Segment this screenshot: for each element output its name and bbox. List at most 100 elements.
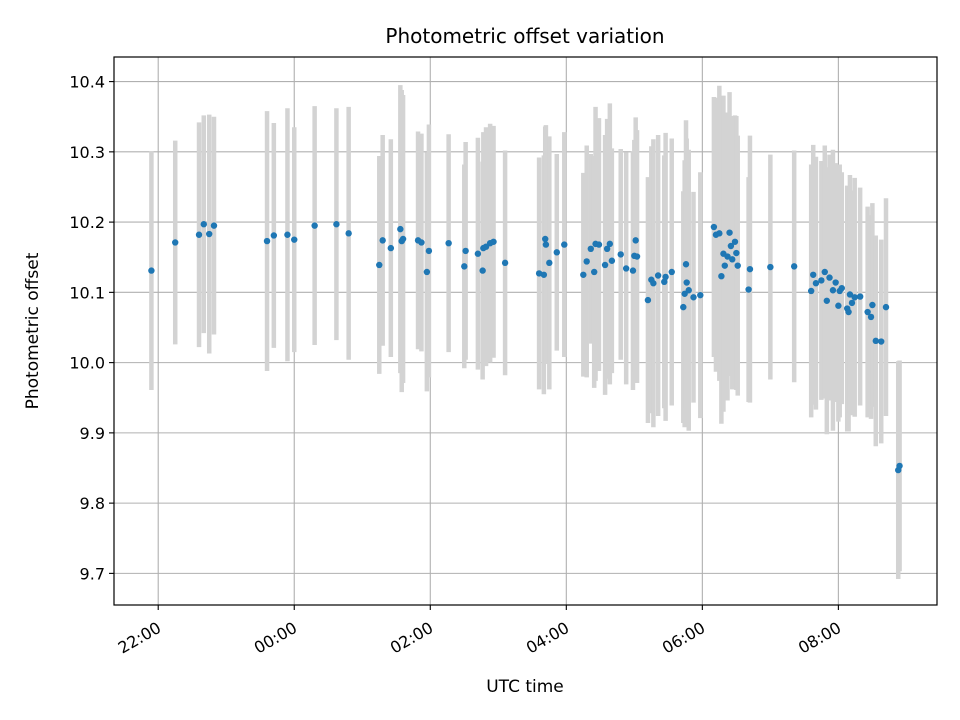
data-point: [399, 235, 407, 243]
chart-title: Photometric offset variation: [385, 24, 664, 48]
y-tick-label: 10.1: [69, 283, 105, 302]
data-point: [474, 250, 482, 257]
data-point: [580, 271, 587, 278]
x-tick-label: 04:00: [523, 618, 572, 658]
data-point: [617, 251, 624, 258]
data-point: [206, 230, 213, 238]
data-point: [540, 271, 548, 278]
data-point: [148, 267, 155, 274]
data-point: [425, 247, 433, 255]
y-tick-label: 10.0: [69, 354, 105, 373]
data-point: [872, 337, 879, 345]
data-point: [632, 237, 639, 244]
data-point: [724, 253, 731, 260]
data-point: [721, 262, 728, 269]
data-point: [846, 291, 854, 298]
x-tick-label: 06:00: [659, 618, 708, 658]
data-point: [650, 280, 657, 287]
data-point: [445, 239, 452, 247]
data-point: [790, 263, 798, 270]
data-point: [270, 232, 278, 239]
data-point: [501, 259, 509, 267]
y-tick-label: 9.9: [80, 424, 105, 443]
data-point: [716, 230, 723, 237]
data-point: [418, 239, 425, 246]
data-point: [845, 308, 852, 316]
data-point: [823, 297, 831, 304]
data-point: [682, 261, 690, 268]
data-point: [587, 245, 594, 252]
error-bars: [149, 85, 902, 580]
data-point: [680, 303, 687, 311]
data-point: [333, 221, 340, 228]
data-point: [546, 259, 553, 267]
data-point: [633, 253, 641, 260]
data-point: [867, 313, 875, 321]
data-point: [200, 221, 207, 228]
data-point: [835, 302, 842, 309]
data-point: [848, 299, 856, 307]
data-point: [726, 229, 733, 236]
data-point: [810, 271, 817, 278]
data-point: [727, 242, 735, 250]
data-point: [423, 268, 431, 276]
data-point: [710, 223, 718, 231]
x-tick-label: 08:00: [795, 618, 844, 658]
data-point: [729, 256, 736, 263]
data-point: [767, 263, 774, 271]
data-point: [662, 273, 669, 281]
data-point: [683, 279, 690, 286]
plot-frame: [113, 56, 938, 606]
data-point: [195, 231, 203, 238]
data-point: [807, 287, 815, 295]
data-point: [668, 268, 675, 276]
data-point: [376, 261, 383, 269]
x-tick-label: 02:00: [387, 618, 436, 658]
data-point: [542, 241, 550, 248]
data-point: [838, 284, 845, 292]
data-point: [731, 238, 739, 245]
data-point: [745, 286, 752, 293]
y-tick-label: 10.4: [69, 73, 105, 92]
data-point: [832, 279, 839, 286]
data-point: [878, 338, 885, 345]
x-axis: 22:00 00:00 02:00 04:00 06:00 08:00: [115, 605, 844, 658]
data-point: [818, 277, 825, 284]
data-point: [553, 249, 560, 256]
data-point: [869, 301, 876, 309]
data-point: [733, 249, 740, 257]
data-point: [864, 308, 871, 316]
y-tick-label: 10.2: [69, 213, 105, 232]
data-point: [690, 294, 697, 301]
data-point: [826, 274, 833, 281]
x-tick-label: 22:00: [115, 618, 164, 658]
data-point: [595, 241, 603, 248]
data-point: [882, 303, 890, 311]
data-point: [601, 261, 609, 269]
y-tick-label: 10.3: [69, 143, 105, 162]
data-point: [851, 294, 858, 301]
data-point: [345, 230, 352, 237]
data-point: [812, 280, 820, 287]
data-point: [821, 268, 828, 276]
data-point: [461, 263, 468, 270]
data-point: [172, 239, 179, 246]
data-point: [718, 273, 725, 280]
data-point: [608, 257, 616, 264]
data-point: [606, 240, 614, 248]
y-axis: 9.7 9.8 9.9 10.0 10.1 10.2 10.3 10.4: [69, 73, 114, 583]
data-point: [856, 293, 864, 300]
data-point: [311, 222, 318, 229]
data-point: [542, 235, 549, 243]
data-point: [263, 237, 271, 245]
data-point: [603, 245, 611, 252]
data-point: [291, 236, 298, 243]
data-point: [654, 272, 662, 279]
data-point: [697, 291, 704, 299]
y-tick-label: 9.7: [80, 564, 105, 583]
y-axis-label: Photometric offset: [23, 252, 43, 409]
data-point: [284, 231, 291, 238]
data-point: [746, 265, 754, 273]
x-tick-label: 00:00: [251, 618, 300, 658]
